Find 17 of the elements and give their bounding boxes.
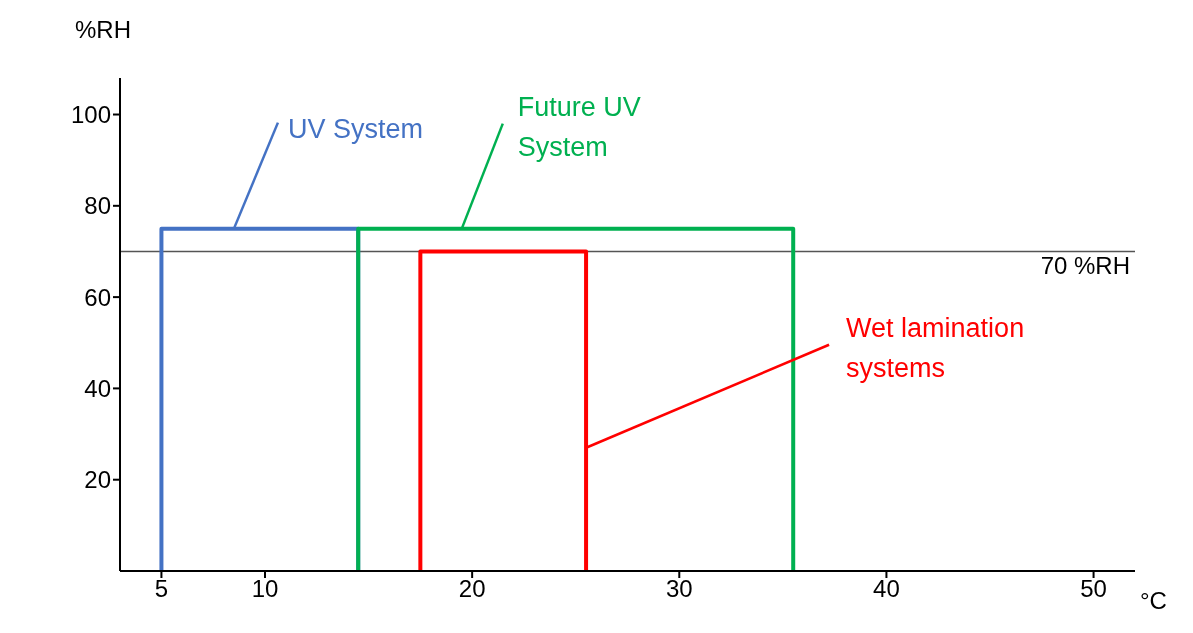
annotation: Future UV System <box>517 91 641 162</box>
y-tick-label: 80 <box>84 192 111 220</box>
ref-line-label: 70 %RH <box>1040 251 1130 279</box>
x-axis-title: °C <box>1140 587 1167 614</box>
y-tick-label: 60 <box>84 283 111 311</box>
x-tick-label: 50 <box>1080 575 1107 603</box>
x-tick-label: 40 <box>873 575 900 603</box>
y-axis-title: %RH <box>75 16 132 43</box>
y-tick-label: 100 <box>70 101 111 129</box>
x-tick-label: 30 <box>665 575 693 603</box>
x-tick-label: 5 <box>154 575 169 603</box>
x-tick-label: 10 <box>251 575 279 603</box>
annotation: UV System <box>287 113 423 144</box>
y-tick-label: 40 <box>84 374 111 402</box>
x-tick-label: 20 <box>458 575 486 603</box>
annotation: Wet lamination systems <box>846 312 1025 383</box>
y-tick-label: 20 <box>84 466 111 494</box>
